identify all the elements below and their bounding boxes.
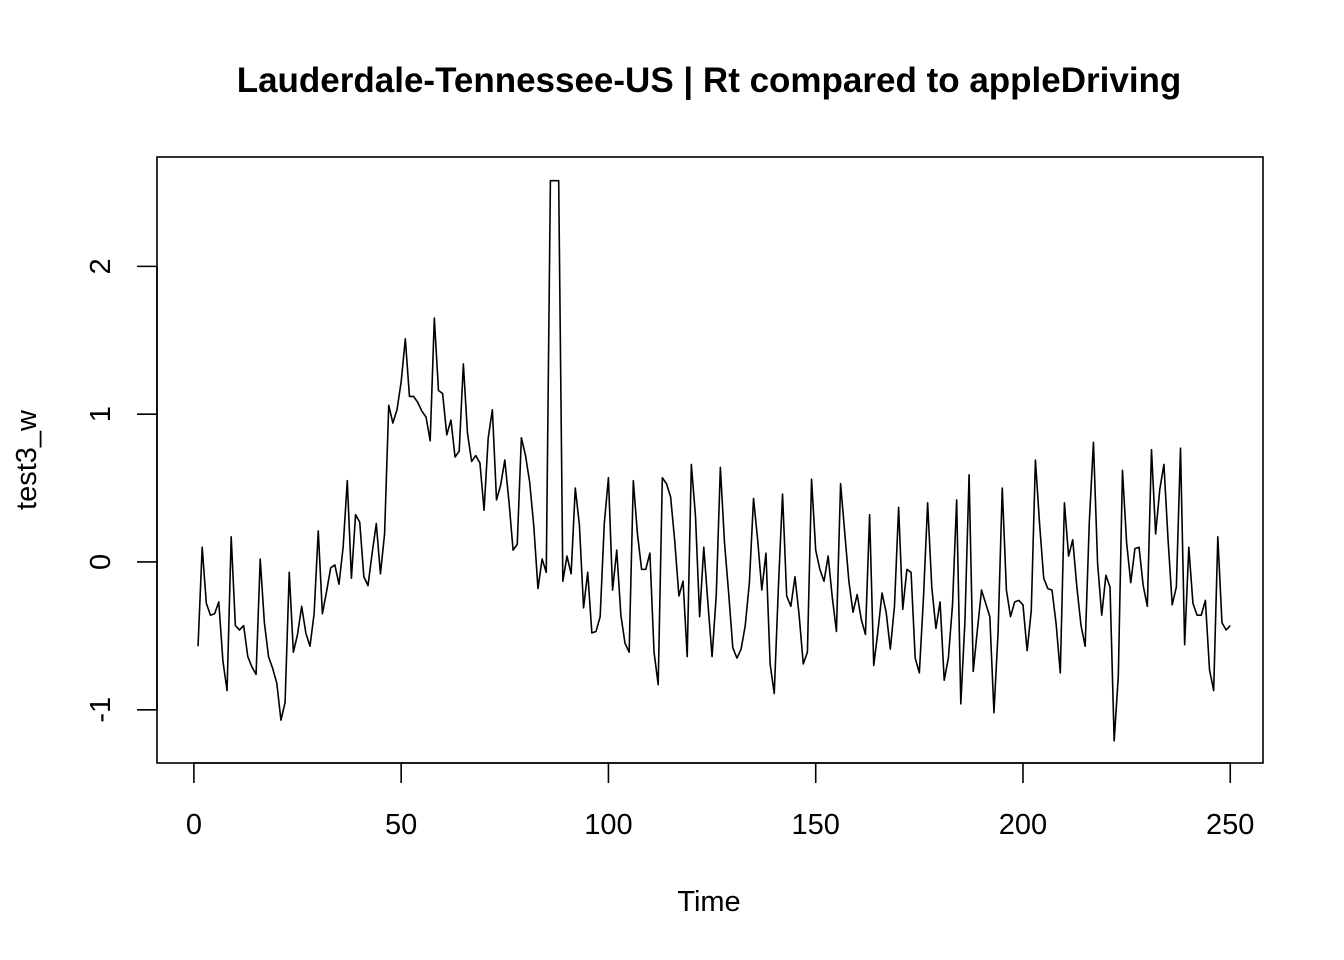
y-axis: -1 0 1 2 [85,258,158,723]
y-tick-label: -1 [85,697,117,723]
x-tick-label: 150 [792,809,840,841]
x-tick-label: 50 [385,809,417,841]
y-axis-label: test3_w [11,409,43,510]
data-layer [197,179,1231,742]
x-tick-label: 0 [186,809,202,841]
y-tick-label: 2 [85,258,117,274]
series-line [197,179,1231,742]
x-tick-label: 250 [1206,809,1254,841]
plot-frame [156,156,1264,764]
x-tick-label: 100 [584,809,632,841]
chart-title: Lauderdale-Tennessee-US | Rt compared to… [237,61,1182,100]
x-tick-label: 200 [999,809,1047,841]
y-tick-label: 0 [85,554,117,570]
x-axis: 0 50 100 150 200 250 [186,762,1254,841]
y-tick-label: 1 [85,406,117,422]
x-axis-label: Time [677,886,740,918]
